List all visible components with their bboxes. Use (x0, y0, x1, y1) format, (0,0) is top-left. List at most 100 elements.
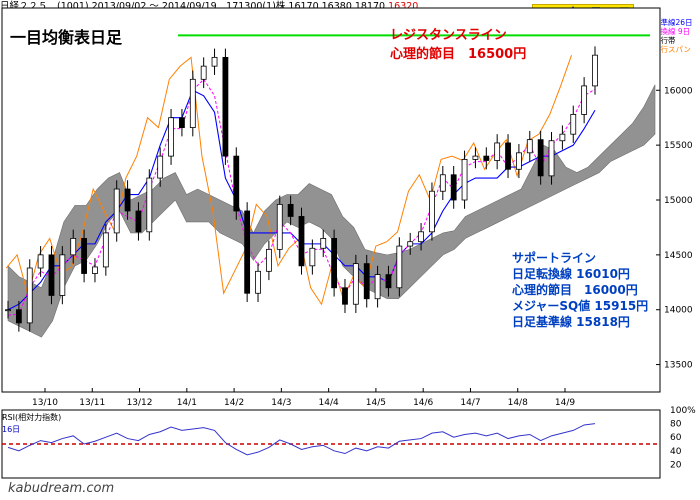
legend: 基準線26日 転換線 9日 遅行帯 遅行スパン (653, 18, 700, 54)
candle-body (592, 54, 598, 87)
candle-body (135, 210, 142, 233)
y-tick-label: 16000 (664, 86, 693, 96)
support-tenkan-label: 日足転換線 16010円 (512, 267, 630, 281)
candle-body (581, 85, 588, 115)
candle-body (309, 247, 316, 267)
resistance-line-label: レジスタンスライン (390, 28, 507, 43)
candle-body (211, 56, 218, 67)
x-tick-label: 14/4 (319, 398, 339, 408)
candle-body (385, 274, 392, 289)
y-tick-label: 14500 (664, 251, 693, 261)
x-tick-label: 13/12 (127, 398, 153, 408)
candle-body (200, 65, 207, 80)
candle-body (439, 174, 446, 192)
x-tick-label: 14/2 (224, 398, 244, 408)
candle-body (407, 241, 414, 247)
candle-body (102, 232, 109, 268)
candle-body (342, 287, 348, 305)
x-tick-label: 13/10 (32, 398, 58, 408)
rsi-line (7, 423, 596, 456)
rsi-period: 16日 (2, 425, 21, 434)
y-tick-label: 14000 (664, 306, 693, 316)
candle-body (526, 139, 533, 154)
legend-item-tenkan: 転換線 9日 (653, 27, 691, 36)
candle-body (429, 190, 435, 233)
candle-body (352, 263, 359, 305)
candle-body (26, 267, 33, 324)
resistance-level-label: 心理的節目 16500円 (390, 47, 527, 62)
candle-body (363, 263, 370, 300)
candle-body (320, 237, 327, 249)
candle-body (331, 237, 338, 289)
y-tick-label: 15000 (664, 196, 693, 206)
candle-body (59, 254, 66, 296)
chart-header: 日経２２５ (1001) 2013/09/02 ～ 2014/09/19 171… (0, 0, 560, 14)
x-tick-label: 14/1 (177, 398, 197, 408)
candle-body (70, 237, 77, 256)
legend-item-kijun: 基準線26日 (653, 18, 693, 27)
support-annotation: サポートライン 日足転換線 16010円 心理的節目 16000円 メジャーSQ… (512, 250, 648, 330)
candle-body (37, 254, 44, 269)
candle-body (483, 155, 490, 161)
x-tick-label: 14/3 (271, 398, 291, 408)
candle-body (396, 245, 403, 289)
candle-body (222, 56, 229, 157)
candle-body (505, 142, 511, 170)
candle-body (244, 210, 251, 294)
candle-body (15, 309, 22, 324)
candle-body (450, 174, 457, 201)
candle-body (537, 139, 544, 177)
support-sq-label: メジャーSQ値 15915円 (512, 299, 649, 313)
candle-body (189, 78, 196, 128)
header-close-value: 16320 (388, 1, 419, 12)
candle-body (168, 117, 174, 157)
x-tick-label: 14/8 (508, 398, 528, 408)
chikou-span-line (5, 55, 572, 306)
support-kijun-label: 日足基準線 15818円 (512, 315, 630, 329)
x-tick-label: 14/6 (413, 398, 433, 408)
candle-body (276, 203, 283, 250)
candle-body (233, 155, 240, 212)
candle-body (255, 270, 261, 294)
x-tick-label: 14/5 (366, 398, 386, 408)
rsi-y-tick-label: 60 (670, 433, 682, 443)
candle-body (287, 203, 294, 217)
y-tick-label: 13500 (664, 361, 693, 371)
x-tick-label: 13/11 (79, 398, 105, 408)
chart-title: 一目均衡表日足 (10, 28, 123, 47)
candle-body (146, 177, 153, 233)
support-psych-label: 心理的節目 16000円 (512, 283, 638, 297)
candle-body (265, 248, 272, 272)
candle-body (548, 140, 555, 177)
rsi-label: RSI(相対力指数) (2, 413, 62, 422)
support-line-label: サポートライン (512, 251, 597, 265)
rsi-y-tick-label: 40 (670, 447, 682, 457)
ichimoku-cloud (7, 84, 656, 338)
candle-body (374, 274, 381, 300)
candle-body (472, 155, 479, 160)
rsi-y-tick-label: 100% (670, 406, 696, 416)
candle-body (298, 216, 305, 267)
rsi-y-tick-label: 20 (670, 460, 682, 470)
candle-body (516, 152, 522, 170)
candle-body (494, 142, 501, 161)
candle-body (48, 254, 55, 296)
candle-body (418, 231, 424, 243)
candle-body (179, 117, 185, 128)
candle-body (461, 159, 468, 201)
candle-body (157, 155, 164, 179)
x-tick-label: 14/7 (460, 398, 480, 408)
candle-body (559, 133, 566, 142)
candle-body (81, 237, 87, 274)
candle-body (113, 188, 120, 234)
candle-body (92, 266, 98, 274)
header-info: 日経２２５ (1001) 2013/09/02 ～ 2014/09/19 171… (0, 1, 389, 12)
y-tick-label: 15500 (664, 141, 693, 151)
rsi-y-tick-label: 80 (670, 420, 682, 430)
candle-body (124, 188, 131, 212)
resistance-annotation: レジスタンスライン 心理的節目 16500円 (390, 26, 526, 64)
watermark: kabudream.com (8, 481, 115, 496)
legend-item-chikou: 遅行スパン (653, 45, 691, 54)
candle-body (570, 114, 577, 135)
